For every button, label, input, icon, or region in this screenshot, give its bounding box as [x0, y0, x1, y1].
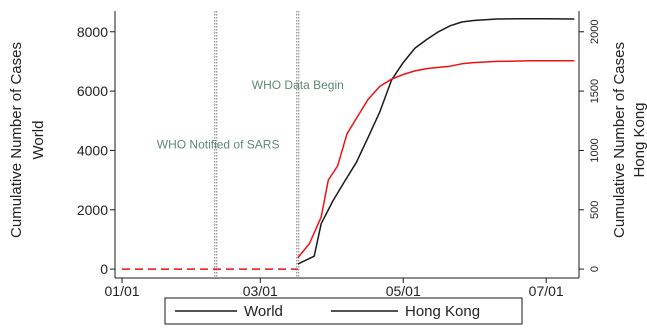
legend-label-world: World: [244, 303, 283, 320]
annotation-who-notified: WHO Notified of SARS: [157, 138, 280, 152]
y-left-tick-label: 2000: [77, 202, 108, 218]
y-left-tick-label: 4000: [77, 142, 108, 158]
series-lines: [122, 17, 575, 270]
y-right-tick-label: 2000: [589, 20, 601, 44]
y-right-title-line1: Cumulative Number of Cases: [611, 42, 628, 238]
y-left-tick-label: 8000: [77, 24, 108, 40]
x-tick-label: 05/01: [386, 283, 421, 299]
annotation-who-data-begin: WHO Data Begin: [252, 78, 344, 92]
y-right-title-line2: Hong Kong: [631, 102, 647, 177]
x-tick-label: 07/01: [529, 283, 564, 299]
y-right-tick-label: 1000: [589, 138, 601, 162]
x-tick-label: 03/01: [243, 283, 278, 299]
reference-lines: [214, 11, 300, 278]
x-tick-label: 01/01: [105, 283, 140, 299]
series-line-world: [297, 17, 575, 265]
y-left-title-line2: World: [30, 121, 47, 160]
y-right-tick-label: 1500: [589, 79, 601, 103]
y-left-title-line1: Cumulative Number of Cases: [8, 42, 25, 238]
y-right-tick-label: 500: [589, 201, 601, 219]
axes: [110, 11, 584, 283]
series-line-hong-kong: [297, 60, 575, 259]
y-right-tick-label: 0: [589, 266, 601, 272]
legend: World Hong Kong: [164, 297, 523, 325]
y-left-tick-label: 6000: [77, 83, 108, 99]
legend-label-hong-kong: Hong Kong: [405, 303, 480, 320]
tick-labels: 01/01 03/01 05/01 07/01 0 2000 4000 6000 8000 0 50…: [77, 20, 601, 299]
y-left-tick-label: 0: [100, 261, 108, 277]
